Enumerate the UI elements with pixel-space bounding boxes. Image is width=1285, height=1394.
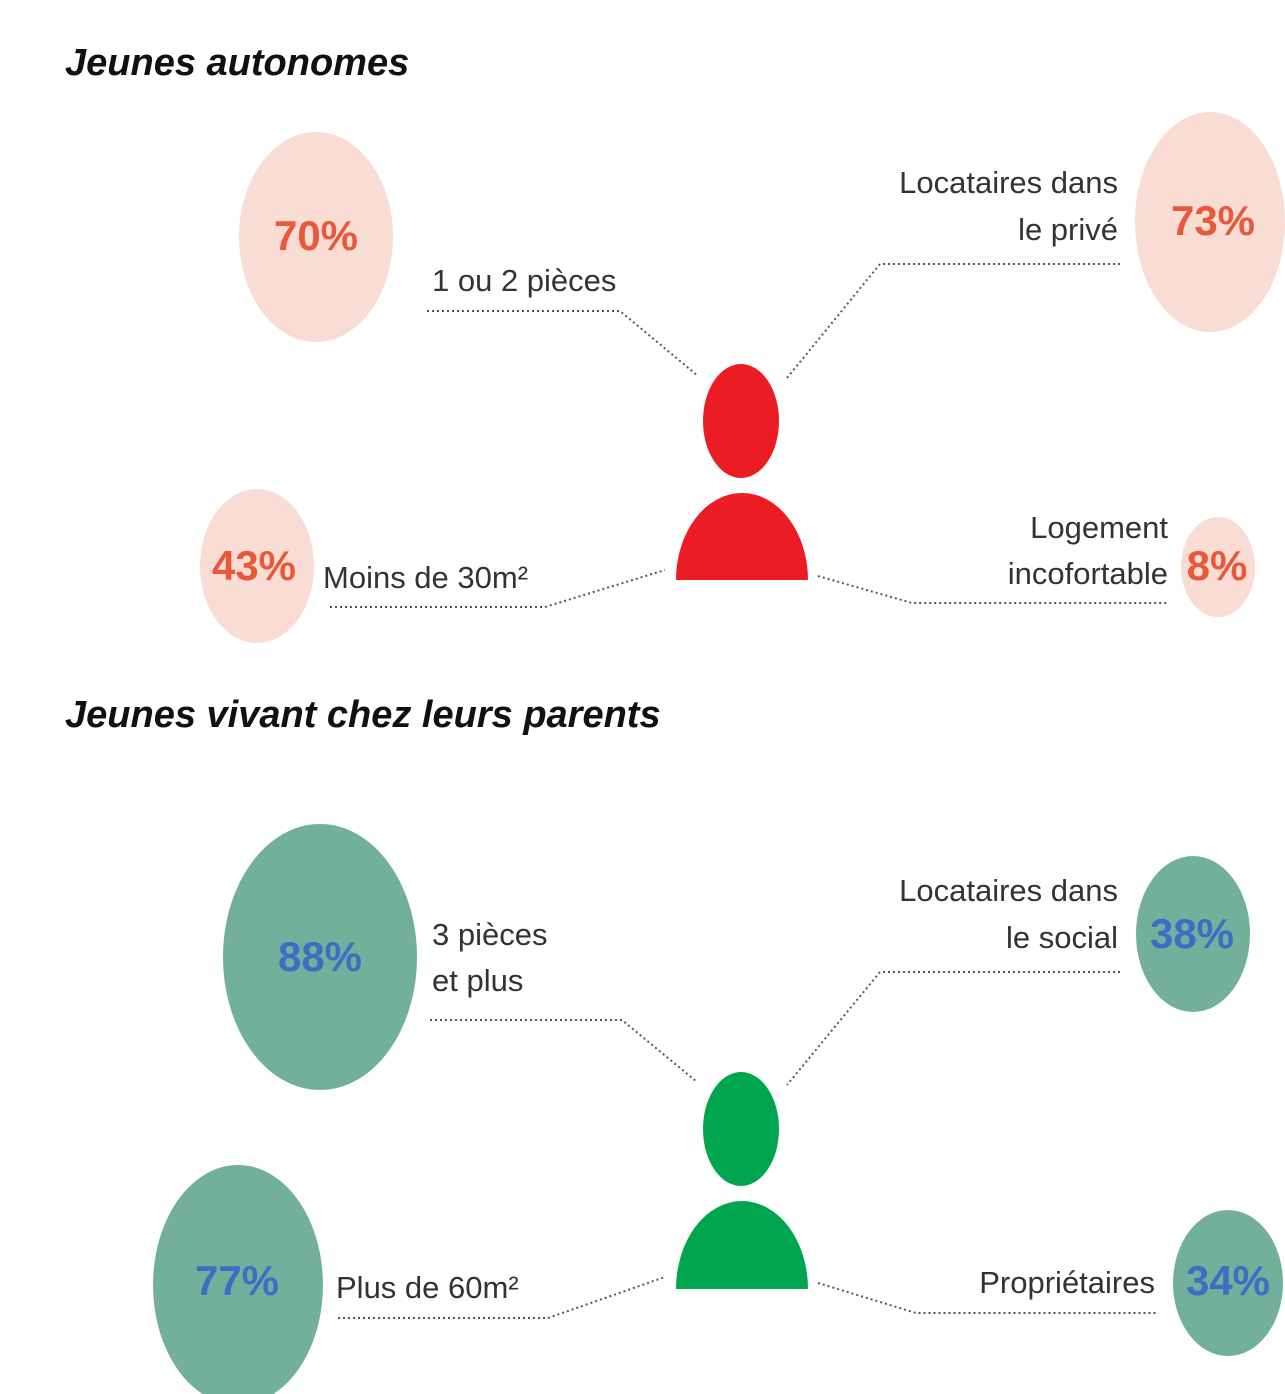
label: Plus de 60m² — [336, 1270, 519, 1305]
connector — [427, 310, 699, 377]
bubble — [200, 489, 314, 643]
label: Propriétaires — [979, 1265, 1155, 1300]
person-body — [676, 493, 808, 580]
connector — [330, 569, 666, 608]
label: Locataires dans — [899, 165, 1118, 200]
person-head — [703, 1072, 779, 1186]
value: 38% — [1150, 910, 1234, 957]
bubble — [1173, 1210, 1283, 1356]
value: 34% — [1186, 1257, 1270, 1304]
person-head — [703, 364, 779, 478]
value: 8% — [1187, 542, 1248, 589]
section-title: Jeunes autonomes — [65, 42, 409, 84]
label: Moins de 30m² — [323, 560, 528, 595]
value: 70% — [274, 212, 358, 259]
label: incofortable — [1008, 556, 1168, 591]
connector — [786, 263, 1120, 379]
label: 3 pièces — [432, 917, 547, 952]
value: 88% — [278, 933, 362, 980]
bubble — [153, 1165, 323, 1394]
label: et plus — [432, 963, 523, 998]
value: 73% — [1171, 197, 1255, 244]
value: 43% — [212, 542, 296, 589]
bubble — [1135, 112, 1285, 332]
label: 1 ou 2 pièces — [432, 263, 616, 298]
value: 77% — [195, 1257, 279, 1304]
label: Logement — [1030, 510, 1168, 545]
section-title: Jeunes vivant chez leurs parents — [65, 694, 661, 736]
label: Locataires dans — [899, 873, 1118, 908]
label: le social — [1006, 920, 1118, 955]
connector — [786, 971, 1120, 1086]
connector — [338, 1276, 666, 1319]
label: le privé — [1018, 212, 1118, 247]
bubble — [223, 824, 417, 1090]
connector — [430, 1019, 698, 1083]
bubble — [1181, 517, 1255, 617]
bubble — [239, 132, 393, 342]
person-body — [676, 1201, 808, 1289]
section-parents: Jeunes vivant chez leurs parents 88% 38%… — [65, 694, 1283, 1394]
section-autonomes: Jeunes autonomes 70% 73% 43% 8% 1 ou 2 p… — [65, 42, 1285, 643]
bubble — [1136, 856, 1250, 1012]
